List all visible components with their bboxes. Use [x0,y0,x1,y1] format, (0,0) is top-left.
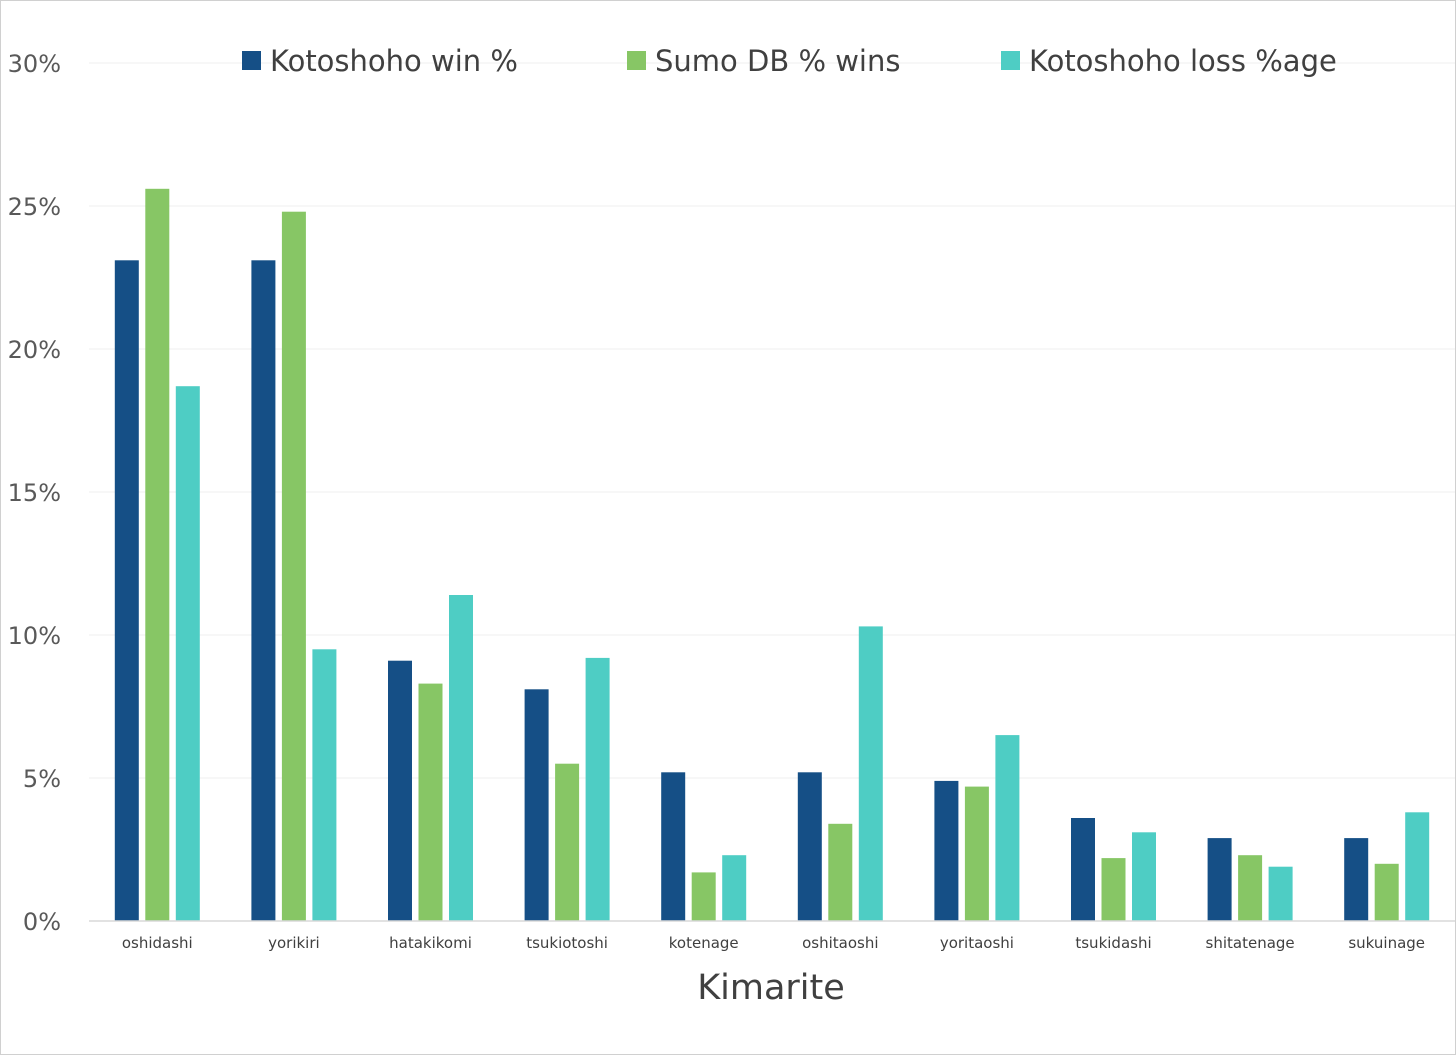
bar-shitatenage-series-2 [1268,866,1293,921]
legend-label: Kotoshoho win % [270,44,518,78]
bar-shitatenage-series-0 [1207,838,1232,921]
bar-yoritaoshi-series-1 [964,786,989,921]
bar-yoritaoshi-series-2 [995,735,1020,921]
bar-yorikiri-series-0 [251,260,276,921]
x-tick-label: tsukiotoshi [526,934,608,952]
bar-yorikiri-series-1 [281,211,306,921]
y-tick-label: 0% [23,908,61,936]
legend-item: Kotoshoho win % [242,44,518,78]
bar-kotenage-series-1 [691,872,716,921]
bar-sukuinage-series-1 [1374,863,1399,921]
bar-hatakikomi-series-2 [449,595,473,921]
x-tick-label: oshitaoshi [802,934,878,952]
bar-hatakikomi-series-1 [418,683,443,921]
bar-tsukidashi-series-0 [1071,818,1095,921]
bar-shitatenage-series-1 [1238,855,1263,921]
legend-item: Kotoshoho loss %age [1001,44,1337,78]
x-tick-label: hatakikomi [389,934,472,952]
bar-oshitaoshi-series-2 [858,626,883,921]
bar-yorikiri-series-2 [312,649,337,921]
legend-swatch [242,51,261,70]
bar-hatakikomi-series-0 [388,660,412,921]
bar-tsukiotoshi-series-0 [524,689,549,921]
y-tick-label: 15% [8,479,61,507]
bar-sukuinage-series-0 [1344,838,1369,921]
legend-item: Sumo DB % wins [627,44,900,78]
x-tick-label: tsukidashi [1075,934,1151,952]
bars [114,188,1430,922]
bar-oshitaoshi-series-0 [797,772,822,921]
y-tick-label: 30% [8,50,61,78]
legend: Kotoshoho win % Sumo DB % wins Kotoshoho l… [242,44,1337,78]
bar-tsukidashi-series-1 [1101,858,1126,921]
x-tick-label: sukuinage [1348,934,1425,952]
x-tick-label: yorikiri [268,934,320,952]
x-tick-label: shitatenage [1206,934,1295,952]
x-axis-category-labels: oshidashi yorikiri hatakikomi tsukiotoshi ko… [122,934,1425,952]
x-axis-title: Kimarite [697,968,845,1008]
y-tick-label: 25% [8,193,61,221]
gridlines [89,62,1455,779]
bar-oshidashi-series-1 [145,188,170,922]
bar-sukuinage-series-2 [1405,812,1430,921]
x-tick-label: kotenage [669,934,739,952]
bar-yoritaoshi-series-0 [934,780,959,921]
y-tick-label: 10% [8,622,61,650]
x-tick-label: oshidashi [122,934,193,952]
y-tick-label: 20% [8,336,61,364]
bar-tsukiotoshi-series-1 [555,763,580,921]
bar-oshitaoshi-series-1 [828,823,853,921]
x-tick-label: yoritaoshi [940,934,1014,952]
legend-swatch [627,51,646,70]
y-axis-tick-labels: 0% 5% 10% 15% 20% 25% 30% [8,50,61,936]
legend-label: Kotoshoho loss %age [1029,44,1337,78]
bar-kotenage-series-0 [661,772,686,921]
legend-label: Sumo DB % wins [655,44,900,78]
bar-tsukidashi-series-2 [1132,832,1156,921]
y-tick-label: 5% [23,765,61,793]
bar-kotenage-series-2 [722,855,747,921]
legend-swatch [1001,51,1020,70]
bar-tsukiotoshi-series-2 [585,657,610,921]
bar-oshidashi-series-0 [114,260,139,921]
bar-oshidashi-series-2 [175,386,200,921]
